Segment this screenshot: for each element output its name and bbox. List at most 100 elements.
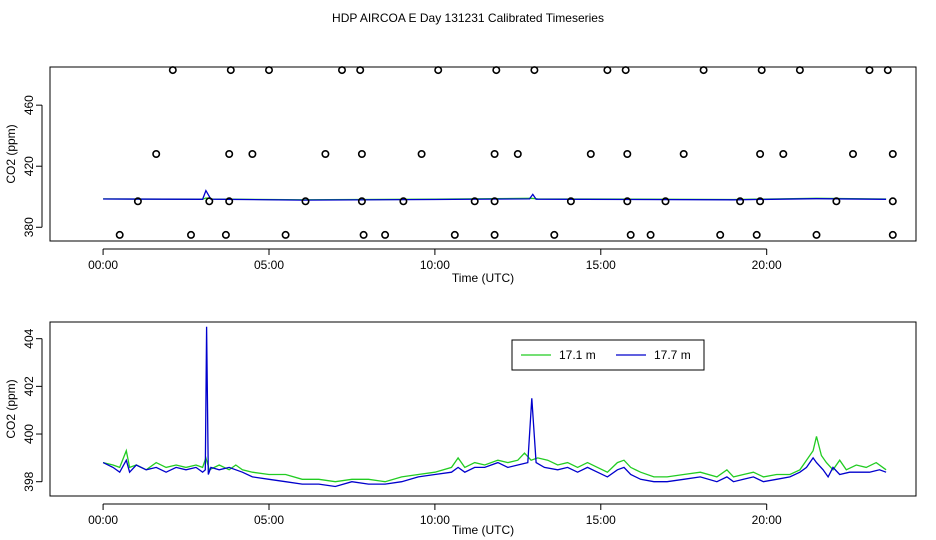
bot-y-tick-label: 404: [22, 328, 36, 348]
sample-marker: [490, 230, 499, 239]
sample-marker: [133, 197, 142, 206]
sample-marker: [888, 230, 897, 239]
legend-label-17-1m: 17.1 m: [559, 348, 596, 362]
top-x-tick-label: 20:00: [752, 258, 782, 272]
sample-marker: [586, 150, 595, 159]
sample-marker: [225, 150, 234, 159]
sample-marker: [381, 230, 390, 239]
sample-marker: [357, 197, 366, 206]
sample-marker: [490, 197, 499, 206]
sample-marker: [626, 230, 635, 239]
bottom-series-lines: [102, 326, 887, 488]
sample-marker: [321, 150, 330, 159]
sample-marker: [205, 197, 214, 206]
sample-marker: [621, 66, 630, 75]
sample-marker: [248, 150, 257, 159]
sample-marker: [752, 230, 761, 239]
top-y-tick-label: 460: [22, 95, 36, 115]
top-panel: 00:00 05:00 10:00 15:00 20:00 380 420 460 Time…: [4, 66, 917, 285]
legend-label-17-7m: 17.7 m: [654, 348, 691, 362]
top-y-axis-label: CO2 (ppm): [4, 124, 18, 183]
sample-marker: [566, 197, 575, 206]
top-x-axis: 00:00 05:00 10:00 15:00 20:00: [88, 248, 782, 272]
sample-marker: [832, 197, 841, 206]
bot-series-line-green: [102, 436, 887, 483]
top-y-axis: 380 420 460: [22, 95, 43, 237]
sample-marker: [221, 230, 230, 239]
sample-marker: [264, 66, 273, 75]
legend: 17.1 m 17.7 m: [511, 339, 705, 371]
bot-x-tick-label: 05:00: [254, 513, 284, 527]
sample-marker: [337, 66, 346, 75]
sample-marker: [357, 150, 366, 159]
sample-marker: [736, 197, 745, 206]
sample-marker: [399, 197, 408, 206]
sample-marker: [716, 230, 725, 239]
sample-marker: [779, 150, 788, 159]
chart-title: HDP AIRCOA E Day 131231 Calibrated Times…: [332, 11, 604, 25]
bot-x-tick-label: 15:00: [586, 513, 616, 527]
sample-marker: [888, 150, 897, 159]
sample-marker: [550, 230, 559, 239]
sample-marker: [646, 230, 655, 239]
sample-marker: [115, 230, 124, 239]
sample-marker: [356, 66, 365, 75]
top-plot-frame: [49, 66, 917, 242]
sample-marker: [490, 150, 499, 159]
sample-marker: [848, 150, 857, 159]
sample-marker: [187, 230, 196, 239]
bot-y-tick-label: 398: [22, 471, 36, 491]
sample-marker: [417, 150, 426, 159]
sample-marker: [513, 150, 522, 159]
sample-marker: [865, 66, 874, 75]
bottom-x-axis: 00:00 05:00 10:00 15:00 20:00: [88, 503, 782, 527]
top-x-axis-label: Time (UTC): [452, 271, 514, 285]
bot-y-tick-label: 400: [22, 424, 36, 444]
sample-marker: [756, 197, 765, 206]
top-y-tick-label: 380: [22, 217, 36, 237]
sample-marker: [226, 66, 235, 75]
top-series-lines: [103, 189, 887, 201]
sample-marker: [699, 66, 708, 75]
legend-box: [511, 339, 705, 371]
sample-marker: [883, 66, 892, 75]
sample-marker: [888, 197, 897, 206]
sample-marker: [492, 66, 501, 75]
bottom-plot-frame: [49, 321, 917, 497]
sample-marker: [281, 230, 290, 239]
bot-x-tick-label: 20:00: [752, 513, 782, 527]
sample-marker: [434, 66, 443, 75]
top-series-line-blue: [103, 189, 887, 201]
bot-series-line-blue: [102, 326, 887, 488]
sample-marker: [603, 66, 612, 75]
sample-marker: [168, 66, 177, 75]
sample-marker: [301, 197, 310, 206]
top-x-tick-label: 05:00: [254, 258, 284, 272]
top-x-tick-label: 15:00: [586, 258, 616, 272]
sample-marker: [450, 230, 459, 239]
sample-marker: [756, 150, 765, 159]
sample-marker: [757, 66, 766, 75]
sample-marker: [470, 197, 479, 206]
top-markers: [115, 66, 897, 239]
sample-marker: [530, 66, 539, 75]
bot-x-tick-label: 10:00: [420, 513, 450, 527]
top-y-tick-label: 420: [22, 156, 36, 176]
sample-marker: [623, 197, 632, 206]
sample-marker: [359, 230, 368, 239]
sample-marker: [152, 150, 161, 159]
bottom-x-axis-label: Time (UTC): [452, 523, 514, 537]
sample-marker: [661, 197, 670, 206]
sample-marker: [623, 150, 632, 159]
sample-marker: [679, 150, 688, 159]
bot-x-tick-label: 00:00: [88, 513, 118, 527]
bottom-y-axis: 398 400 402 404: [22, 328, 43, 492]
top-x-tick-label: 00:00: [88, 258, 118, 272]
sample-marker: [225, 197, 234, 206]
sample-marker: [795, 66, 804, 75]
bot-y-tick-label: 402: [22, 376, 36, 396]
top-x-tick-label: 10:00: [420, 258, 450, 272]
bottom-panel: 00:00 05:00 10:00 15:00 20:00 398 400 402 404 T…: [4, 321, 917, 537]
sample-marker: [812, 230, 821, 239]
